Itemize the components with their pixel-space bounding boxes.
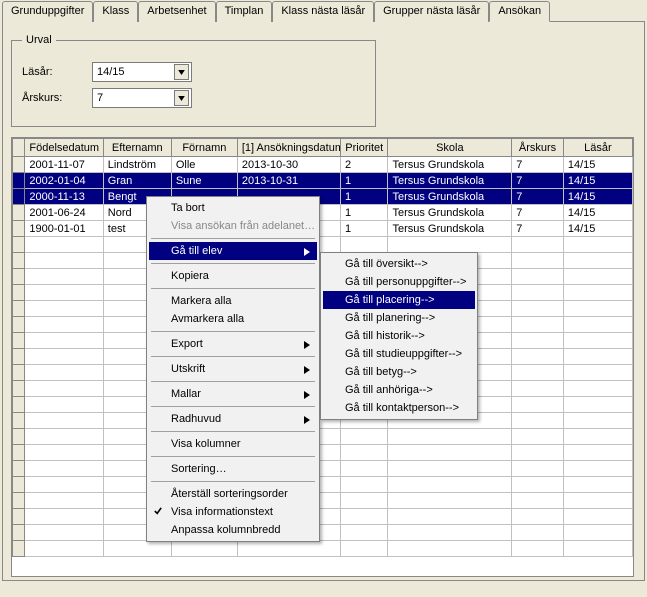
menu-item[interactable]: Sortering… <box>149 460 317 478</box>
tab-ansökan[interactable]: Ansökan <box>489 1 550 22</box>
check-icon <box>154 506 162 518</box>
menu-item[interactable]: Gå till studieuppgifter--> <box>323 345 475 363</box>
menu-item[interactable]: Markera alla <box>149 292 317 310</box>
menu-item[interactable]: Kopiera <box>149 267 317 285</box>
menu-item[interactable]: Gå till kontaktperson--> <box>323 399 475 417</box>
chevron-down-icon[interactable] <box>174 64 189 80</box>
col-header[interactable]: Prioritet <box>341 139 388 157</box>
table-row[interactable]: 2000-11-13Bengt1Tersus Grundskola714/15 <box>13 189 633 205</box>
menu-item[interactable]: Gå till elev <box>149 242 317 260</box>
arskurs-label: Årskurs: <box>22 92 92 104</box>
arskurs-combo[interactable]: 7 <box>92 88 192 108</box>
tab-grunduppgifter[interactable]: Grunduppgifter <box>2 1 93 22</box>
tab-arbetsenhet[interactable]: Arbetsenhet <box>138 1 215 22</box>
arskurs-value: 7 <box>97 92 103 104</box>
submenu-ga-till-elev[interactable]: Gå till översikt-->Gå till personuppgift… <box>320 252 478 420</box>
menu-item[interactable]: Gå till översikt--> <box>323 255 475 273</box>
lasar-value: 14/15 <box>97 66 125 78</box>
menu-item[interactable]: Visa informationstext <box>149 503 317 521</box>
submenu-arrow-icon <box>303 415 311 427</box>
table-row[interactable]: 2002-01-04GranSune2013-10-311Tersus Grun… <box>13 173 633 189</box>
table-row[interactable]: 1900-01-01test1Tersus Grundskola714/15 <box>13 221 633 237</box>
col-header[interactable]: Årskurs <box>512 139 564 157</box>
menu-item[interactable]: Gå till anhöriga--> <box>323 381 475 399</box>
lasar-combo[interactable]: 14/15 <box>92 62 192 82</box>
tab-timplan[interactable]: Timplan <box>216 1 273 22</box>
urval-group: Urval Läsår: 14/15 Årskurs: 7 <box>11 34 376 127</box>
submenu-arrow-icon <box>303 365 311 377</box>
menu-item[interactable]: Visa kolumner <box>149 435 317 453</box>
table-row[interactable]: 2001-11-07LindströmOlle2013-10-302Tersus… <box>13 157 633 173</box>
menu-item[interactable]: Gå till personuppgifter--> <box>323 273 475 291</box>
lasar-label: Läsår: <box>22 66 92 78</box>
col-header[interactable]: Födelsedatum <box>25 139 103 157</box>
submenu-arrow-icon <box>303 247 311 259</box>
tab-grupper-nästa-läsår[interactable]: Grupper nästa läsår <box>374 1 489 22</box>
tab-klass-nästa-läsår[interactable]: Klass nästa läsår <box>272 1 374 22</box>
col-header[interactable]: Läsår <box>563 139 632 157</box>
col-header[interactable]: [1] Ansökningsdatum <box>237 139 340 157</box>
menu-item[interactable]: Utskrift <box>149 360 317 378</box>
menu-item[interactable]: Mallar <box>149 385 317 403</box>
menu-item[interactable]: Återställ sorteringsorder <box>149 485 317 503</box>
menu-item: Visa ansökan från adelanet… <box>149 217 317 235</box>
chevron-down-icon[interactable] <box>174 90 189 106</box>
menu-item[interactable]: Gå till betyg--> <box>323 363 475 381</box>
menu-item[interactable]: Ta bort <box>149 199 317 217</box>
menu-item[interactable]: Radhuvud <box>149 410 317 428</box>
submenu-arrow-icon <box>303 390 311 402</box>
submenu-arrow-icon <box>303 340 311 352</box>
menu-item[interactable]: Anpassa kolumnbredd <box>149 521 317 539</box>
col-header[interactable]: Efternamn <box>103 139 171 157</box>
table-row[interactable]: 2001-06-24Nord1Tersus Grundskola714/15 <box>13 205 633 221</box>
tab-bar: GrunduppgifterKlassArbetsenhetTimplanKla… <box>0 0 647 21</box>
tab-klass[interactable]: Klass <box>93 1 138 22</box>
menu-item[interactable]: Gå till planering--> <box>323 309 475 327</box>
menu-item[interactable]: Gå till historik--> <box>323 327 475 345</box>
menu-item[interactable]: Export <box>149 335 317 353</box>
menu-item[interactable]: Avmarkera alla <box>149 310 317 328</box>
context-menu[interactable]: Ta bortVisa ansökan från adelanet… Gå til… <box>146 196 320 542</box>
urval-legend: Urval <box>22 34 56 46</box>
menu-item[interactable]: Gå till placering--> <box>323 291 475 309</box>
col-header[interactable]: Skola <box>388 139 512 157</box>
col-header[interactable]: Förnamn <box>171 139 237 157</box>
